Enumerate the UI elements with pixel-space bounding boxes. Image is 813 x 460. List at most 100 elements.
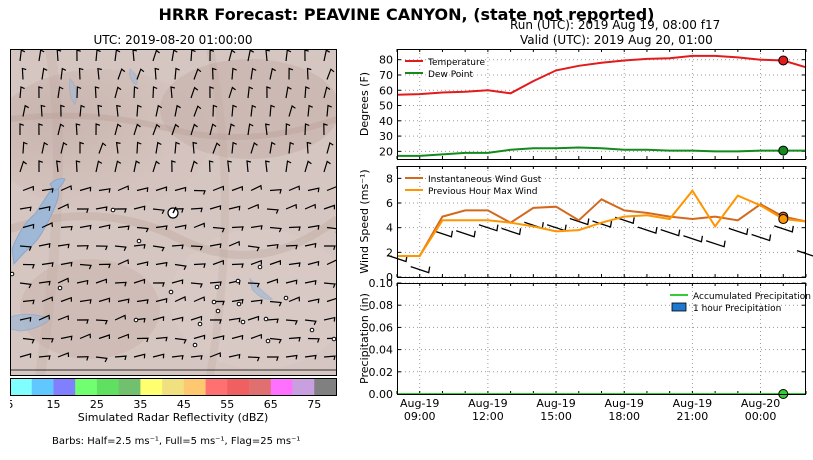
- colorbar-swatch: [75, 379, 98, 395]
- wind-barb: [152, 208, 165, 215]
- wind-barb: [41, 296, 53, 303]
- y-tick-label: 40: [379, 115, 393, 128]
- wind-barb: [60, 104, 65, 117]
- x-tick-label: Aug-20: [741, 397, 780, 410]
- wind-barb: [94, 86, 100, 99]
- wind-barb: [193, 334, 206, 340]
- wind-barb: [288, 67, 294, 80]
- wind-barb: [228, 317, 241, 323]
- y-tick-label: 70: [379, 69, 393, 82]
- wind-barb-field: [19, 49, 337, 363]
- wind-barb: [19, 86, 25, 99]
- colorbar-swatch: [31, 379, 54, 395]
- y-axis-label: Precipitation (in): [358, 293, 371, 384]
- wind-barb: [136, 141, 142, 154]
- legend: Instantaneous Wind Gust Previous Hour Max…: [405, 175, 542, 197]
- wind-barb: [79, 104, 85, 117]
- y-tick-label: 6: [386, 197, 393, 210]
- wind-barb: [98, 334, 110, 340]
- wind-barb: [171, 244, 184, 250]
- wind-barb: [22, 185, 34, 192]
- wind-barb: [76, 319, 89, 324]
- wind-barb: [304, 86, 310, 99]
- wind-barb: [76, 356, 89, 361]
- wind-barb: [19, 282, 32, 289]
- wind-barb: [190, 315, 203, 321]
- colorbar-swatch: [96, 379, 119, 395]
- wind-barb: [304, 354, 317, 360]
- wind-barb: [247, 356, 260, 362]
- wind-barb: [133, 205, 146, 211]
- wind-barb: [57, 315, 69, 321]
- wind-barb: [212, 142, 221, 154]
- colorbar-swatch: [314, 379, 337, 395]
- wind-barb: [250, 67, 257, 80]
- wind-barb: [307, 224, 320, 230]
- wind-barb: [190, 207, 203, 213]
- colorbar-swatch: [292, 379, 315, 395]
- wind-barb: [228, 240, 240, 247]
- wind-barb: [155, 104, 163, 117]
- wind-barb: [60, 225, 73, 231]
- wind-barb: [304, 203, 316, 210]
- wind-barb: [285, 49, 292, 62]
- x-tick-label: 21:00: [677, 410, 709, 423]
- wind-barb: [209, 352, 221, 358]
- wind-barb: [247, 203, 259, 210]
- colorbar-tick-label: 75: [307, 398, 321, 410]
- wind-barb: [228, 205, 241, 211]
- current-time-marker: [778, 214, 789, 225]
- wind-barb: [288, 336, 301, 342]
- wind-barb: [171, 355, 184, 360]
- wind-barb: [133, 244, 146, 249]
- wind-barb: [133, 160, 140, 173]
- wind-barb: [114, 86, 122, 99]
- wind-barb: [98, 224, 111, 230]
- colorbar-tick-label: 35: [133, 398, 147, 410]
- wind-barb: [637, 226, 658, 234]
- wind-barb: [174, 67, 180, 80]
- meteogram-panel-2: 0 2 4 6 8 Wind Speed (ms⁻¹) Instantaneous Wind…: [358, 166, 813, 284]
- series-line: [396, 54, 807, 96]
- wind-barb: [751, 233, 772, 242]
- location-marker-icon: [167, 206, 179, 219]
- legend-entry: Temperature: [427, 58, 485, 68]
- y-tick-label: 60: [379, 84, 393, 97]
- y-tick-label: 20: [379, 145, 393, 158]
- wind-barb: [155, 186, 168, 192]
- colorbar-swatch: [270, 379, 293, 395]
- wind-barb: [231, 67, 237, 80]
- wind-barb: [231, 334, 244, 340]
- wind-barb: [326, 68, 335, 80]
- wind-barb: [304, 242, 317, 248]
- wind-barb: [77, 208, 89, 213]
- wind-barb: [136, 337, 149, 343]
- legend-entry: Accumulated Precipitation: [693, 292, 811, 302]
- map-title: UTC: 2019-08-20 01:00:00: [93, 33, 253, 47]
- wind-barb: [114, 208, 127, 213]
- wind-barb: [98, 263, 111, 269]
- wind-barb: [247, 49, 254, 62]
- wind-barb: [323, 86, 331, 99]
- wind-barb: [209, 281, 222, 287]
- wind-barb: [41, 222, 53, 229]
- wind-barb: [288, 262, 301, 268]
- wind-barb: [246, 160, 252, 173]
- water-bodies: [10, 68, 274, 332]
- current-time-marker: [778, 55, 789, 66]
- wind-barb: [114, 245, 127, 251]
- wind-barb: [569, 217, 590, 226]
- legend-entry: 1 hour Precipitation: [693, 304, 781, 314]
- wind-barb: [250, 299, 263, 305]
- y-tick-label: 80: [379, 54, 393, 67]
- wind-barb: [250, 184, 262, 192]
- wind-barb: [323, 316, 336, 322]
- wind-barb: [57, 277, 69, 284]
- wind-barb: [60, 296, 72, 303]
- wind-barb: [136, 299, 149, 304]
- wind-barb: [326, 337, 337, 343]
- wind-barb: [95, 356, 108, 363]
- wind-barb: [38, 280, 51, 286]
- wind-barb: [79, 141, 84, 154]
- wind-barb: [190, 86, 199, 99]
